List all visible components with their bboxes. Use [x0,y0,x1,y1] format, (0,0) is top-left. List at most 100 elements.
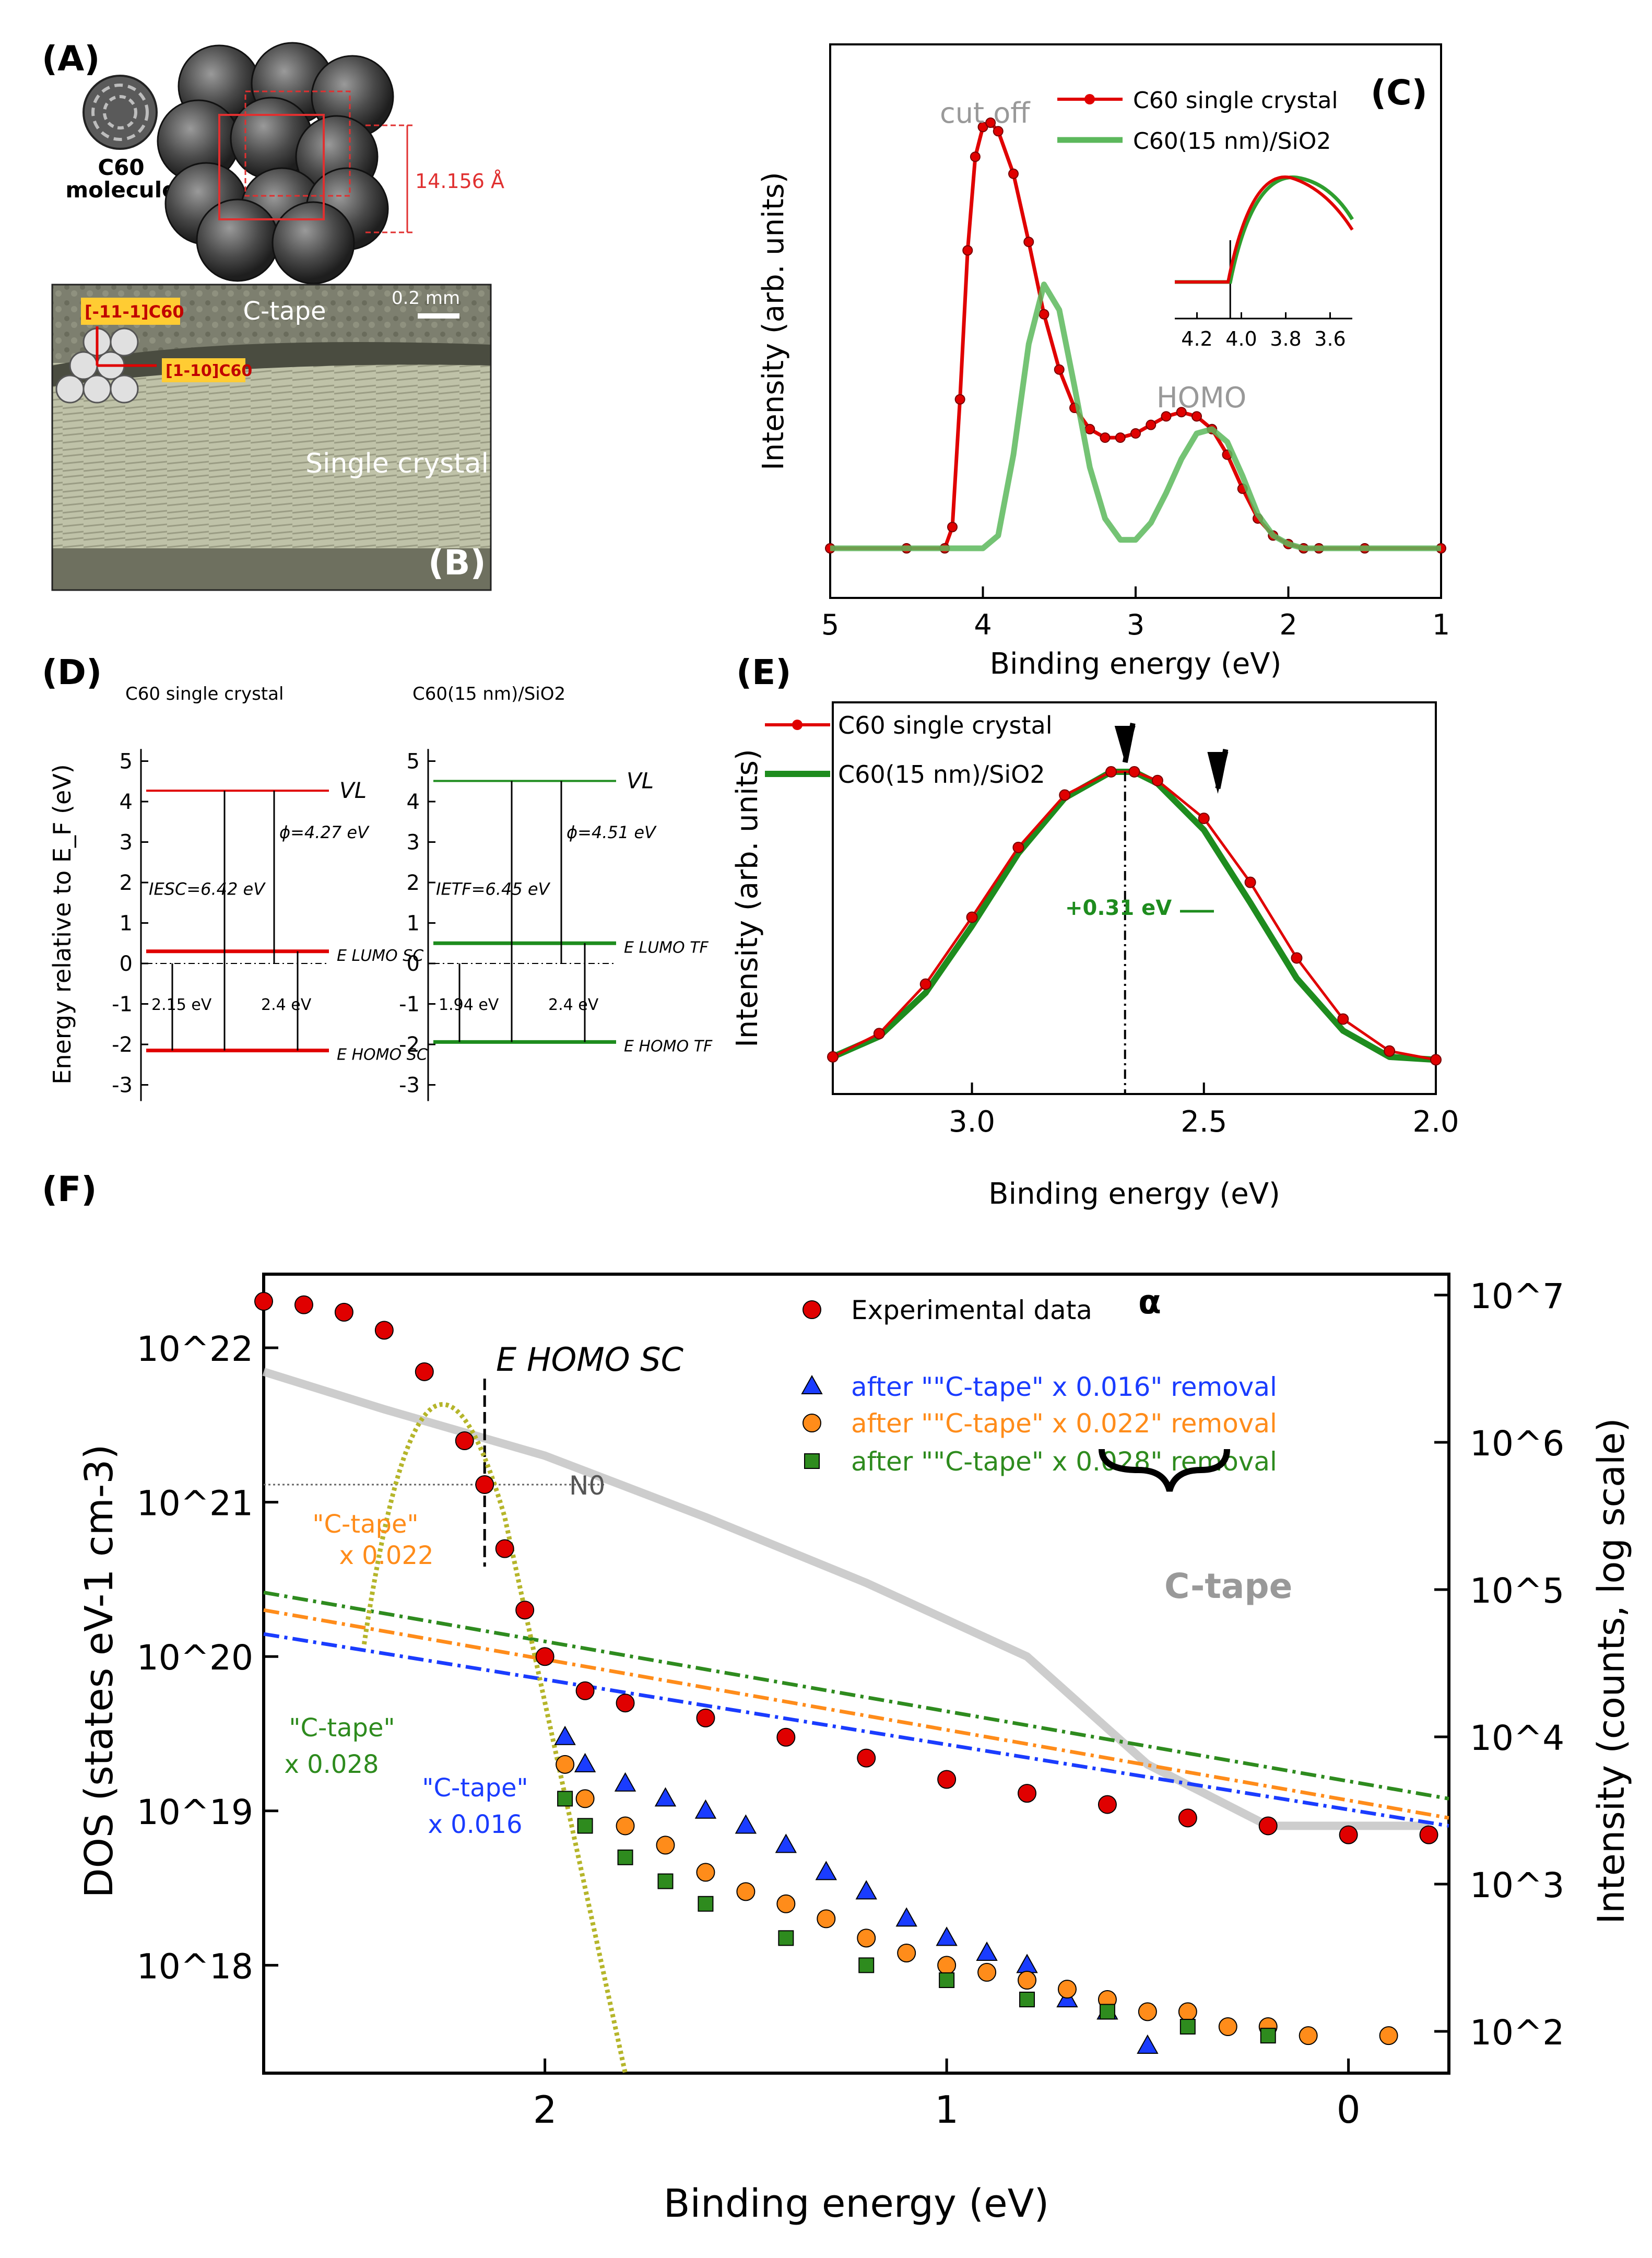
chart-e: 3.0 2.5 2.0 Binding energy (eV) Intensity (a… [730,701,1459,1211]
chart-c-point-11 [1023,237,1034,248]
chart-f-legend-label-1: after ""C-tape" x 0.016" removal [851,1372,1277,1402]
chart-e-point-7 [1128,766,1140,778]
panel-d-label: (D) [42,652,102,692]
left-tick-label-3: 3 [120,831,133,855]
chart-f-y2tick-label-1: 10^3 [1470,1865,1564,1906]
chart-e-point-11 [1291,952,1303,964]
chart-c: 5 4 3 2 1 Binding energy (eV) Intensity (arb. … [757,43,1450,681]
chart-c-legend-marker-0 [1084,94,1095,104]
green-annotation-line1: "C-tape" [289,1713,395,1743]
right-tick-label-3: 3 [407,831,420,855]
chart-f-y2tick-label-0: 10^2 [1470,2013,1564,2053]
chart-c-point-5 [962,245,973,256]
chart-f-s0-point-7 [495,1539,514,1558]
direction-label-2: [1-10]C60 [166,362,252,380]
chart-f-ytick-label-4: 10^22 [137,1329,253,1369]
chart-f-s0-point-0 [254,1292,273,1311]
chart-e-point-12 [1337,1013,1349,1025]
chart-e-tick-label-0: 3.0 [949,1105,995,1139]
chart-f-legend-marker-3 [804,1453,820,1469]
chart-f-s2-point-2 [616,1816,635,1836]
chart-e-arrow-stem-2 [1215,749,1229,789]
direction-label-1: [-11-1]C60 [85,302,184,322]
chart-f-s1-point-6 [775,1833,797,1853]
chart-f-s2-point-17 [1218,2017,1237,2037]
chart-e-arrow-stem-1 [1122,723,1136,763]
chart-c-frame [829,43,1442,599]
panel-e: (E) 3.0 2.5 2.0 Binding energy (eV) Intensit… [730,652,1459,1211]
panel-b: C-tape 0.2 mm [-11-1]C60 [1-10]C60 Singl… [51,284,492,591]
direction-tag-2 [162,358,245,382]
chart-f-y2tick-label-3: 10^5 [1470,1571,1564,1611]
chart-f-legend-label-2: after ""C-tape" x 0.022" removal [851,1408,1277,1439]
left-tick-label--2: -2 [112,1033,133,1057]
inset-tick-label-1: 4.0 [1225,327,1257,350]
molecule-label-2: molecule [65,177,176,203]
chart-f-legend-marker-0 [803,1300,821,1319]
right-tick-label-1: 1 [407,912,420,936]
chart-c-point-22 [1191,411,1202,422]
chart-f-s2-point-12 [1018,1971,1037,1990]
right-vl-label: VL [627,768,654,793]
chart-c-tick-label-4: 1 [1432,608,1450,641]
chart-f-s1-point-0 [554,1725,576,1745]
chart-f-ytick-label-1: 10^19 [137,1792,253,1832]
chart-f-s0-point-5 [455,1431,474,1450]
blue-annotation-line2: x 0.016 [428,1810,522,1839]
chart-f-s0-point-20 [1339,1825,1358,1844]
panel-f: (F) 2 1 0 Binding energy (eV) 10^18 10^19 10^2… [42,1169,1633,2226]
right-tick-label--1: -1 [399,993,420,1017]
right-tick-label--3: -3 [399,1074,420,1098]
chart-f-s2-point-8 [857,1928,876,1948]
chart-c-point-3 [947,522,958,533]
chart-c-point-10 [1008,168,1019,179]
chart-f-legend-label-3: after ""C-tape" x 0.028" removal [851,1446,1277,1477]
left-tick-label-5: 5 [120,750,133,774]
chart-f-s1-point-8 [855,1880,877,1900]
chart-e-point-14 [1430,1054,1442,1066]
chart-f-s0-point-17 [1098,1795,1117,1814]
chart-c-point-15 [1084,424,1095,434]
chart-e-legend-label-1: C60(15 nm)/SiO2 [838,760,1045,789]
ctape-annotation: C-tape [1164,1566,1292,1606]
chart-f-s0-point-21 [1419,1825,1438,1844]
chart-c-series-1 [830,281,1441,551]
chart-c-point-4 [954,394,965,405]
chart-f-s0-point-12 [696,1708,715,1727]
chart-c-point-8 [985,117,996,128]
chart-f-s2-point-20 [1379,2026,1398,2045]
chart-f-background-line-0 [263,1591,1449,1801]
chart-f: 2 1 0 Binding energy (eV) 10^18 10^19 10^20 10^… [77,1273,1633,2226]
chart-f-ytick-label-2: 10^20 [137,1638,253,1678]
alpha-annotation: α [1138,1283,1161,1322]
chart-f-s0-point-16 [1018,1784,1037,1803]
chart-f-legend-label-0: Experimental data [851,1295,1092,1325]
chart-f-ylabel: DOS (states eV-1 cm-3) [77,1444,122,1898]
chart-e-point-0 [827,1051,839,1063]
chart-f-s0-point-19 [1258,1816,1278,1836]
c60-ball-9 [196,198,279,282]
chart-f-s0-point-11 [616,1694,635,1713]
chart-c-legend-label-1: C60(15 nm)/SiO2 [1133,128,1331,155]
chart-f-s3-point-2 [617,1849,633,1865]
chart-c-point-18 [1130,428,1141,439]
chart-f-s3-point-11 [1260,2028,1276,2044]
orange-annotation-line2: x 0.022 [339,1541,433,1570]
chart-c-point-21 [1176,407,1187,418]
chart-e-point-5 [1059,789,1071,801]
chart-f-s3-point-3 [657,1873,674,1889]
left-title: C60 single crystal [125,684,284,704]
chart-f-s2-point-9 [897,1943,916,1962]
chart-f-legend-marker-2 [803,1414,821,1432]
chart-f-s0-point-15 [937,1770,957,1789]
chart-f-s2-point-1 [575,1789,595,1808]
chart-c-point-12 [1039,309,1049,320]
chart-f-y2tick-label-4: 10^6 [1470,1424,1564,1464]
chart-f-y2tick-label-5: 10^7 [1470,1276,1564,1316]
panel-b-label: (B) [428,543,486,583]
chart-c-point-20 [1161,411,1172,422]
chart-f-s2-point-5 [736,1882,756,1901]
chart-f-y2tick-label-2: 10^4 [1470,1718,1564,1758]
chart-c-point-13 [1054,364,1065,375]
